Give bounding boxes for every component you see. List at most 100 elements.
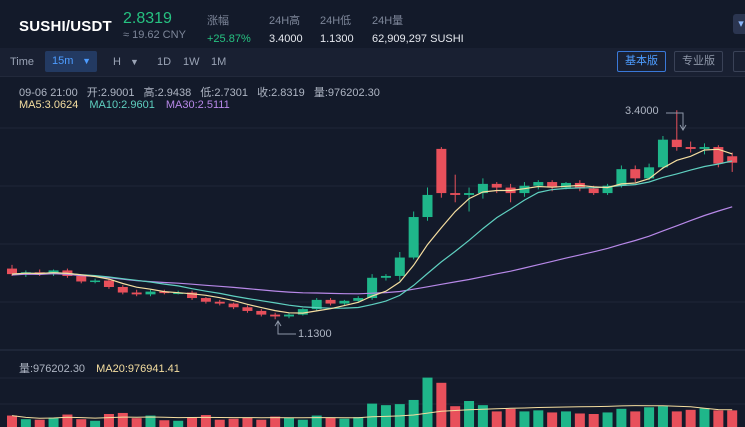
chart-grid bbox=[0, 127, 745, 351]
basic-view-button[interactable]: 基本版 bbox=[617, 51, 666, 72]
volume-bar bbox=[214, 419, 225, 427]
volume-bar bbox=[408, 399, 419, 427]
candle-body bbox=[533, 182, 544, 186]
candle-body bbox=[76, 275, 87, 282]
candle-body bbox=[297, 309, 308, 315]
volume-grid bbox=[0, 377, 745, 405]
interval-h-button[interactable]: H ▼ bbox=[113, 48, 139, 76]
candle-body bbox=[685, 147, 696, 149]
candle-body bbox=[727, 156, 738, 163]
volume-bar bbox=[422, 377, 433, 427]
volume-bar bbox=[62, 414, 73, 427]
candle-body bbox=[450, 193, 461, 195]
volume-bar bbox=[533, 410, 544, 427]
volume-bar bbox=[644, 407, 655, 427]
low-marker-label: 1.1300 bbox=[298, 328, 332, 340]
volume-bar bbox=[699, 408, 710, 427]
volume-bar bbox=[7, 415, 17, 427]
ohlc-date: 09-06 21:00 bbox=[19, 87, 78, 99]
interval-select[interactable]: 15m ▼ bbox=[45, 51, 97, 72]
candle-body bbox=[145, 291, 156, 295]
ma-readout: MA5:3.0624 MA10:2.9601 MA30:2.5111 bbox=[19, 99, 238, 111]
ma-lines bbox=[11, 148, 733, 419]
high-value: 3.4000 bbox=[269, 33, 303, 45]
volume-bar bbox=[616, 408, 627, 427]
volume-bar bbox=[464, 401, 475, 427]
volume-bar bbox=[103, 414, 114, 427]
change-value: +25.87% bbox=[207, 33, 251, 45]
candle-body bbox=[228, 303, 239, 308]
volume-bar bbox=[228, 418, 239, 427]
candle-body bbox=[311, 299, 322, 310]
volume-bar bbox=[325, 417, 336, 427]
expand-icon[interactable]: ▾ bbox=[733, 14, 745, 34]
candle-body bbox=[353, 298, 364, 301]
volume-bar bbox=[311, 415, 322, 427]
candle-body bbox=[616, 169, 627, 186]
candle-body bbox=[408, 217, 419, 258]
volume-bar bbox=[159, 420, 170, 427]
ohlc-readout: 09-06 21:00 开:2.9001 高:2.9438 低:2.7301 收… bbox=[19, 84, 386, 100]
candle-body bbox=[644, 167, 655, 179]
volume-bar bbox=[574, 413, 585, 427]
volume-bar bbox=[353, 417, 364, 427]
volume-bar bbox=[270, 416, 281, 427]
pro-view-button[interactable]: 专业版 bbox=[674, 51, 723, 72]
volume-bar bbox=[284, 417, 294, 427]
volume-bar bbox=[519, 411, 530, 427]
candle-body bbox=[339, 300, 350, 304]
ohlc-close: 收:2.8319 bbox=[257, 87, 305, 99]
ma10-value: MA10:2.9601 bbox=[89, 99, 155, 111]
interval-1w-button[interactable]: 1W bbox=[183, 56, 200, 68]
candle-body bbox=[602, 185, 613, 194]
change-label: 涨幅 bbox=[207, 15, 229, 27]
volume-bar bbox=[242, 417, 253, 427]
time-button[interactable]: Time bbox=[10, 56, 35, 68]
volume-bar bbox=[297, 419, 308, 427]
candle-body bbox=[630, 169, 641, 179]
interval-label: 15m bbox=[52, 55, 74, 67]
price-markers bbox=[274, 112, 687, 335]
volume-readout: 量:976202.30 MA20:976941.41 bbox=[19, 360, 188, 376]
candle-body bbox=[367, 277, 378, 299]
interval-1d-button[interactable]: 1D bbox=[157, 56, 172, 68]
high-stat: 24H高 3.4000 bbox=[269, 12, 303, 45]
volume-bar bbox=[200, 415, 211, 427]
volume-bar bbox=[630, 411, 641, 427]
volume-bar bbox=[173, 420, 184, 427]
candle-body bbox=[561, 182, 571, 188]
volume-bar bbox=[491, 411, 502, 427]
candle-body bbox=[713, 147, 724, 164]
candles bbox=[7, 110, 738, 320]
candle-body bbox=[657, 139, 668, 168]
volume-bar bbox=[367, 403, 378, 427]
interval-1m-button[interactable]: 1M bbox=[211, 56, 227, 68]
volume-bar bbox=[547, 412, 558, 427]
candle-body bbox=[270, 314, 281, 317]
volume-panel-value: 量:976202.30 bbox=[19, 363, 86, 375]
volume-stat: 24H量 62,909,297 SUSHI bbox=[372, 12, 464, 45]
ohlc-low: 低:2.7301 bbox=[200, 87, 249, 99]
more-button[interactable] bbox=[733, 51, 745, 72]
volume-bar bbox=[685, 409, 696, 427]
chevron-down-icon: ▼ bbox=[130, 57, 139, 67]
low-label: 24H低 bbox=[320, 15, 352, 27]
ohlc-volume: 量:976202.30 bbox=[313, 87, 380, 99]
high-marker-label: 3.4000 bbox=[625, 105, 659, 117]
candle-body bbox=[519, 185, 530, 194]
pair-name[interactable]: SUSHI/USDT bbox=[19, 18, 112, 35]
high-marker-arrow bbox=[679, 124, 687, 131]
volume-bar bbox=[187, 417, 198, 427]
volume-bar bbox=[505, 408, 516, 427]
volume-ma20-value: MA20:976941.41 bbox=[96, 363, 180, 375]
low-marker-line bbox=[277, 321, 296, 335]
candle-body bbox=[477, 183, 488, 194]
candle-body bbox=[131, 292, 142, 295]
volume-bar bbox=[450, 406, 461, 427]
volume-ma20-line bbox=[11, 405, 733, 419]
candle-body bbox=[284, 314, 294, 317]
volume-bar bbox=[436, 382, 447, 427]
change-stat: 涨幅 +25.87% bbox=[207, 12, 251, 45]
candle-body bbox=[103, 280, 114, 287]
